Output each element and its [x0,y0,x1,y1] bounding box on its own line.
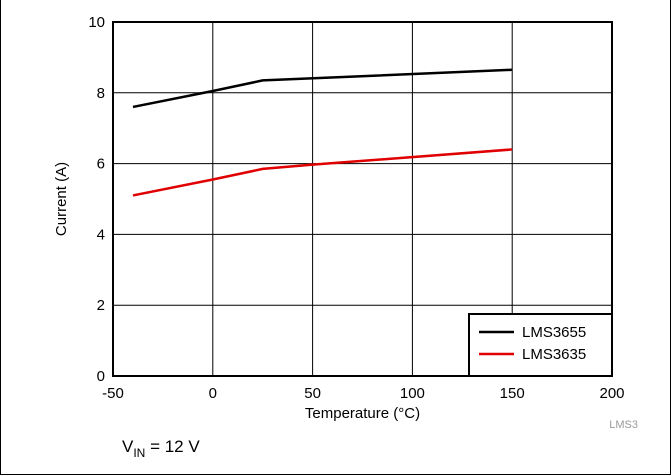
x-tick-label: 50 [304,385,321,402]
y-tick-label: 0 [97,368,105,385]
y-axis-title: Current (A) [53,162,70,236]
x-tick-label: 0 [209,385,217,402]
series-line-lms3635 [132,148,513,197]
series-layer [132,68,513,197]
x-axis-title: Temperature (°C) [305,405,420,422]
y-tick-label: 6 [97,156,105,173]
condition-label: VIN = 12 V [122,437,200,460]
x-tick-label: 150 [500,385,525,402]
y-tick-label: 2 [97,297,105,314]
plot-area [112,21,613,377]
y-tick-label: 10 [88,14,105,31]
legend-box [468,313,613,377]
x-tick-label: -50 [102,385,124,402]
x-tick-label: 200 [599,385,624,402]
figure-code: LMS3 [609,419,638,431]
x-tick-label: 100 [400,385,425,402]
condition-prefix: V [122,437,134,456]
y-tick-label: 8 [97,85,105,102]
condition-subscript: IN [133,446,145,460]
x-tick-labels: -50 0 50 100 150 200 [102,385,624,402]
legend-label: LMS3635 [522,346,586,363]
condition-suffix: = 12 V [145,437,200,456]
legend-label: LMS3655 [522,324,586,341]
series-line-lms3655 [132,68,513,109]
y-tick-label: 4 [97,226,105,243]
legend: LMS3655 LMS3635 [468,313,613,377]
y-tick-labels: 0 2 4 6 8 10 [88,14,105,385]
